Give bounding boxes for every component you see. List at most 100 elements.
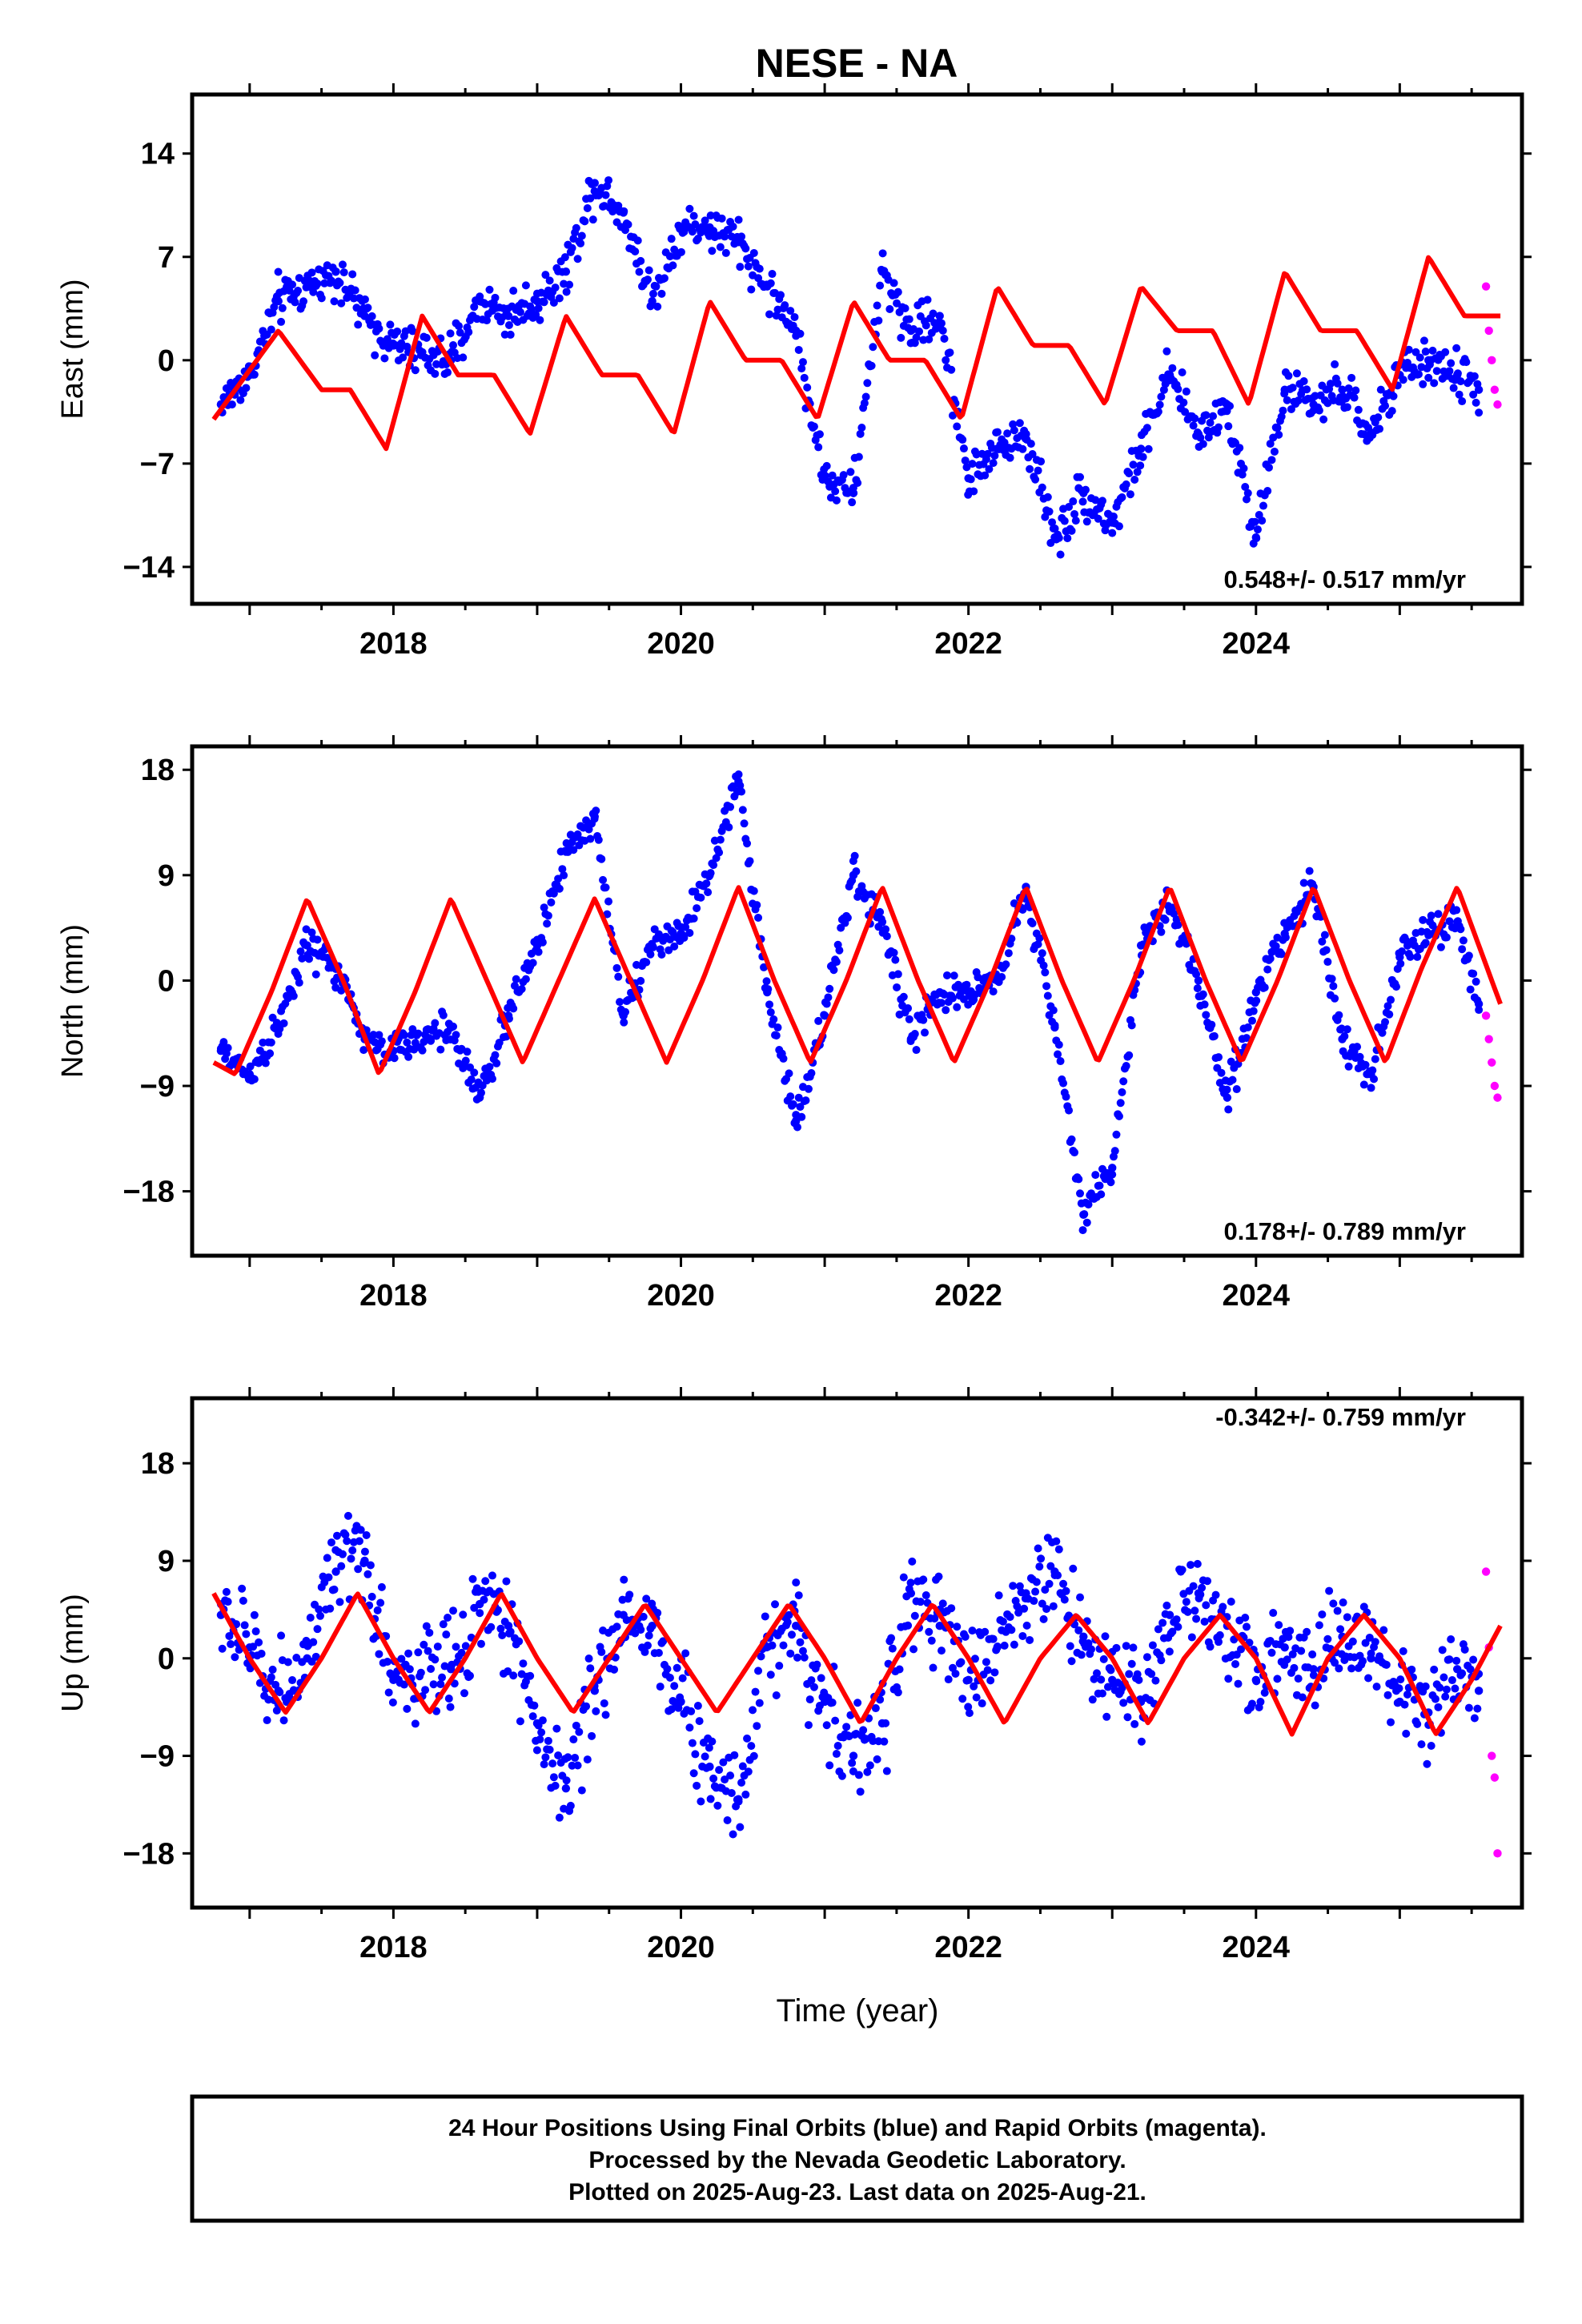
final-orbit-point xyxy=(1215,423,1223,432)
final-orbit-point xyxy=(1343,403,1351,412)
final-orbit-point xyxy=(544,911,552,920)
final-orbit-point xyxy=(1445,917,1454,926)
final-orbit-point xyxy=(1168,364,1177,372)
final-orbit-point xyxy=(444,1614,452,1622)
final-orbit-point xyxy=(915,327,924,336)
final-orbit-point xyxy=(1133,468,1142,476)
final-orbit-point xyxy=(397,1655,406,1663)
y-tick-label: 0 xyxy=(158,964,175,998)
plot-area xyxy=(211,1511,1503,1858)
final-orbit-point xyxy=(460,1689,469,1698)
final-orbit-point xyxy=(839,471,848,480)
final-orbit-point xyxy=(1054,1545,1063,1554)
x-tick-label: 2018 xyxy=(359,627,428,661)
final-orbit-point xyxy=(772,1031,781,1040)
final-orbit-point xyxy=(259,1038,267,1047)
final-orbit-point xyxy=(909,1645,918,1654)
final-orbit-point xyxy=(562,287,571,296)
final-orbit-point xyxy=(789,1100,797,1108)
axes-frame xyxy=(190,1396,1524,1910)
final-orbit-point xyxy=(921,321,930,330)
final-orbit-point xyxy=(1348,1637,1357,1646)
final-orbit-point xyxy=(636,1626,645,1634)
final-orbit-point xyxy=(343,1537,351,1546)
final-orbit-point xyxy=(1382,1660,1391,1669)
final-orbit-point xyxy=(586,1664,595,1673)
final-orbit-point xyxy=(459,353,468,362)
rapid-orbit-point xyxy=(1493,400,1502,409)
final-orbit-point xyxy=(1430,1665,1439,1674)
final-orbit-point xyxy=(983,1666,992,1675)
final-orbit-point xyxy=(717,214,726,223)
final-orbit-point xyxy=(527,305,536,314)
final-orbit-point xyxy=(1020,426,1029,435)
final-orbit-point xyxy=(455,322,464,331)
final-orbit-point xyxy=(222,384,231,392)
final-orbit-point xyxy=(968,460,977,468)
final-orbit-point xyxy=(568,1761,576,1770)
final-orbit-point xyxy=(1427,911,1435,920)
final-orbit-point xyxy=(1464,951,1473,960)
final-orbit-point xyxy=(1343,1613,1351,1622)
final-orbit-point xyxy=(313,279,322,288)
final-orbit-point xyxy=(238,1584,247,1593)
final-orbit-point xyxy=(493,1606,502,1614)
final-orbit-point xyxy=(431,369,440,378)
final-orbit-point xyxy=(614,972,623,981)
final-orbit-point xyxy=(1273,1675,1282,1683)
final-orbit-point xyxy=(604,176,613,185)
final-orbit-point xyxy=(1192,1614,1201,1623)
final-orbit-point xyxy=(1379,1626,1388,1634)
final-orbit-point xyxy=(1238,470,1247,479)
final-orbit-point xyxy=(1383,1691,1392,1699)
final-orbit-point xyxy=(363,304,372,312)
final-orbit-point xyxy=(1427,1741,1435,1750)
final-orbit-point xyxy=(693,1702,702,1711)
final-orbit-point xyxy=(1162,1601,1171,1610)
final-orbit-point xyxy=(1065,502,1074,511)
final-orbit-point xyxy=(1215,1630,1224,1639)
final-orbit-point xyxy=(1232,1085,1241,1094)
final-orbit-point xyxy=(242,384,251,392)
final-orbit-point xyxy=(1320,931,1329,939)
final-orbit-point xyxy=(506,330,515,339)
final-orbit-point xyxy=(1065,1611,1074,1620)
x-tick-label: 2018 xyxy=(359,1931,428,1964)
final-orbit-point xyxy=(610,1665,619,1674)
final-orbit-point xyxy=(1070,509,1079,518)
final-orbit-point xyxy=(1224,1105,1233,1114)
final-orbit-point xyxy=(1102,1712,1111,1721)
final-orbit-point xyxy=(1458,397,1467,406)
final-orbit-point xyxy=(352,304,361,312)
final-orbit-point xyxy=(440,1662,449,1671)
final-orbit-point xyxy=(910,1611,919,1620)
final-orbit-point xyxy=(316,1611,325,1620)
final-orbit-point xyxy=(571,1753,580,1762)
final-orbit-point xyxy=(532,1746,541,1755)
final-orbit-point xyxy=(964,1703,973,1711)
final-orbit-point xyxy=(1209,412,1218,420)
final-orbit-point xyxy=(1215,1053,1223,1062)
final-orbit-point xyxy=(367,1592,376,1601)
final-orbit-point xyxy=(1252,1677,1261,1686)
final-orbit-point xyxy=(335,279,344,287)
final-orbit-point xyxy=(376,1598,385,1607)
final-orbit-point xyxy=(384,1688,393,1697)
final-orbit-point xyxy=(1097,1675,1106,1684)
final-orbit-point xyxy=(1155,400,1164,409)
final-orbit-point xyxy=(985,464,994,473)
final-orbit-point xyxy=(809,422,818,431)
final-orbit-point xyxy=(869,343,877,352)
final-orbit-point xyxy=(968,1626,977,1635)
final-orbit-point xyxy=(815,430,824,439)
final-orbit-point xyxy=(893,983,901,991)
final-orbit-point xyxy=(545,1745,554,1754)
final-orbit-point xyxy=(540,903,548,912)
final-orbit-point xyxy=(1445,367,1454,376)
final-orbit-point xyxy=(583,1755,592,1764)
x-tick-label: 2020 xyxy=(647,627,715,661)
final-orbit-point xyxy=(1243,1622,1251,1631)
final-orbit-point xyxy=(560,253,569,262)
final-orbit-point xyxy=(250,370,259,379)
final-orbit-point xyxy=(1339,1598,1347,1607)
